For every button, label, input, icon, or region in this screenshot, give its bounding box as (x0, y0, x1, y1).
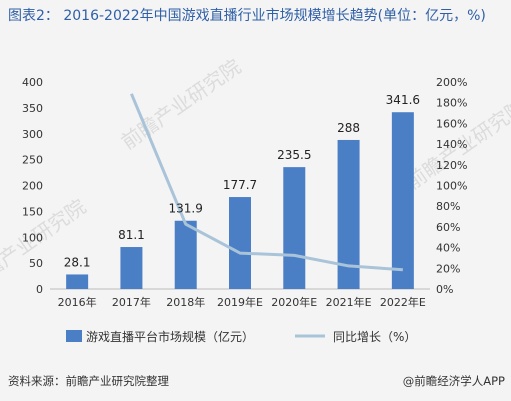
y-right-tick-label: 120% (436, 159, 467, 172)
credit-note: @前瞻经济学人APP (402, 374, 505, 388)
bar-value-label: 288 (337, 121, 360, 135)
bar (391, 112, 414, 289)
x-tick-label: 2018年 (166, 295, 205, 309)
growth-line-path (130, 93, 403, 272)
bar-value-label: 81.1 (118, 228, 145, 242)
y-left-tick-label: 200 (22, 180, 43, 193)
bar (337, 139, 360, 289)
y-left-tick-label: 50 (29, 257, 43, 270)
y-right-tick-label: 100% (436, 180, 467, 193)
y-right-tick-label: 20% (436, 262, 460, 275)
y-left-tick-label: 300 (22, 128, 43, 141)
data-labels: 28.1 81.1 131.9 177.7 235.5 288 341.6 (64, 93, 420, 269)
y-right-tick-label: 160% (436, 117, 467, 130)
y-left-tick-label: 100 (22, 231, 43, 244)
y-left-tick-label: 0 (36, 283, 43, 296)
legend-swatch-bar (66, 330, 82, 342)
bar-value-label: 341.6 (386, 93, 420, 107)
y-right-tick-label: 200% (436, 76, 467, 89)
bar-value-label: 131.9 (169, 202, 203, 216)
x-tick-label: 2021年E (326, 295, 372, 309)
y-right-tick-label: 60% (436, 221, 460, 234)
bar-value-label: 177.7 (223, 178, 257, 192)
y-left-tick-label: 150 (22, 205, 43, 218)
y-right-tick-label: 140% (436, 138, 467, 151)
x-tick-label: 2016年 (58, 295, 97, 309)
bars (66, 112, 414, 289)
legend: 游戏直播平台市场规模（亿元） 同比增长（%） (66, 329, 416, 344)
x-tick-label: 2020年E (271, 295, 317, 309)
chart-title: 图表2： 2016-2022年中国游戏直播行业市场规模增长趋势(单位：亿元，%) (8, 8, 486, 24)
x-tick-label: 2017年 (112, 295, 151, 309)
legend-label-bar: 游戏直播平台市场规模（亿元） (86, 329, 254, 344)
bar (120, 247, 143, 289)
x-tick-label: 2019年E (217, 295, 263, 309)
source-note: 资料来源：前瞻产业研究院整理 (8, 374, 169, 388)
legend-label-line: 同比增长（%） (333, 330, 416, 344)
bar (229, 197, 251, 289)
y-right-tick-label: 180% (436, 97, 467, 110)
y-left-tick-label: 400 (22, 76, 43, 89)
bar-value-label: 28.1 (64, 255, 91, 269)
y-right-tick-label: 80% (436, 200, 460, 213)
bar (283, 167, 306, 289)
y-right-tick-label: 0% (436, 283, 453, 296)
y-right-tick-label: 40% (436, 242, 460, 255)
bar-value-label: 235.5 (277, 148, 311, 162)
bar (66, 274, 89, 289)
bar (174, 220, 197, 289)
x-tick-label: 2022年E (380, 295, 426, 309)
y-left-tick-label: 350 (22, 102, 43, 115)
growth-line (130, 93, 403, 272)
y-left-tick-label: 250 (22, 154, 43, 167)
